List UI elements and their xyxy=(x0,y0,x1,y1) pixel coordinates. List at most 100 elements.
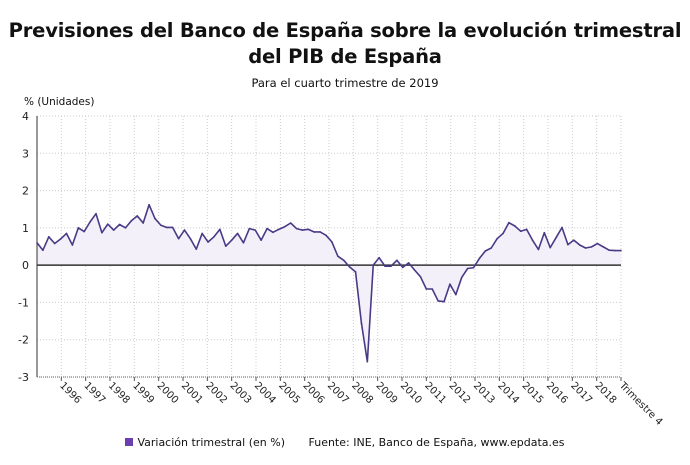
data-point xyxy=(348,266,351,268)
data-point xyxy=(266,227,268,230)
data-point xyxy=(295,227,298,230)
data-point xyxy=(201,232,203,235)
data-point xyxy=(230,239,233,241)
x-tick-label: 2011 xyxy=(422,380,448,406)
x-tick-label: 2003 xyxy=(228,380,254,406)
data-point xyxy=(354,271,357,273)
y-tick-label: 3 xyxy=(22,147,29,160)
data-point xyxy=(47,236,50,238)
data-point xyxy=(83,230,85,233)
x-tick-label: 2017 xyxy=(568,380,594,406)
data-point xyxy=(342,259,345,262)
data-point xyxy=(502,232,504,235)
data-point xyxy=(118,223,121,226)
data-point xyxy=(561,226,563,229)
data-point xyxy=(65,232,68,235)
data-point xyxy=(478,257,481,260)
data-point xyxy=(154,217,156,220)
data-point xyxy=(142,222,144,224)
data-point xyxy=(614,249,616,252)
data-point xyxy=(608,249,611,252)
data-point xyxy=(165,226,168,229)
x-tick-label: 2015 xyxy=(520,380,546,406)
data-point xyxy=(455,293,457,296)
data-point xyxy=(407,262,410,264)
data-point xyxy=(484,250,487,252)
data-point xyxy=(136,215,139,217)
y-tick-label: 2 xyxy=(22,185,29,198)
y-tick-label: -1 xyxy=(18,296,29,309)
data-point xyxy=(59,238,62,240)
data-point xyxy=(431,288,434,290)
data-point xyxy=(301,229,304,231)
y-tick-label: -3 xyxy=(18,371,29,384)
y-tick-label: 0 xyxy=(22,259,29,272)
data-point xyxy=(490,247,493,249)
x-tick-label: 2001 xyxy=(179,380,205,406)
data-point xyxy=(419,275,422,278)
data-point xyxy=(449,283,451,285)
chart-title: Previsiones del Banco de España sobre la… xyxy=(8,19,682,68)
data-point xyxy=(472,266,475,269)
data-point xyxy=(460,276,463,279)
data-point xyxy=(195,248,198,250)
x-tick-label: 2010 xyxy=(398,380,424,406)
data-point xyxy=(567,243,569,246)
data-point xyxy=(160,224,162,227)
data-point xyxy=(207,241,209,243)
data-point xyxy=(183,229,186,231)
data-point xyxy=(519,230,522,233)
data-point xyxy=(366,360,369,363)
x-tick-label: 1998 xyxy=(106,380,132,406)
data-point xyxy=(283,225,286,228)
x-tick-label: 1997 xyxy=(82,380,108,406)
data-point xyxy=(248,227,251,230)
x-tick-label: Trimestre 4 xyxy=(616,380,664,428)
data-point xyxy=(508,221,510,224)
y-tick-label: -2 xyxy=(18,334,29,347)
data-point xyxy=(272,231,274,234)
series-line xyxy=(36,203,621,363)
x-tick-label: 2009 xyxy=(374,380,400,406)
data-point xyxy=(106,223,109,225)
data-point xyxy=(425,288,428,290)
data-point xyxy=(95,212,97,215)
data-point xyxy=(101,231,103,234)
data-point xyxy=(278,228,280,231)
x-tick-label: 2002 xyxy=(203,380,229,406)
data-point xyxy=(148,203,150,206)
data-point xyxy=(496,237,498,240)
data-point xyxy=(236,232,239,235)
y-axis-label: % (Unidades) xyxy=(24,96,95,108)
legend: Variación trimestral (en %) Fuente: INE,… xyxy=(0,436,690,449)
data-point xyxy=(514,225,516,227)
data-point xyxy=(578,244,581,246)
legend-swatch xyxy=(125,438,134,446)
chart-subtitle: Para el cuarto trimestre de 2019 xyxy=(251,76,439,90)
data-point xyxy=(42,249,44,252)
data-point xyxy=(437,300,439,302)
data-point xyxy=(189,237,192,240)
data-point xyxy=(224,245,227,247)
data-point xyxy=(289,222,292,224)
data-point xyxy=(584,247,587,249)
y-tick-label: 1 xyxy=(22,222,29,235)
data-point xyxy=(77,227,80,229)
x-tick-label: 2006 xyxy=(301,380,327,406)
data-point xyxy=(325,234,327,237)
data-point xyxy=(53,242,56,245)
data-point xyxy=(573,239,575,241)
x-tick-label: 2007 xyxy=(325,380,351,406)
x-tick-label: 2004 xyxy=(252,380,278,406)
data-point xyxy=(313,231,316,233)
x-tick-label: 2018 xyxy=(593,380,619,406)
y-tick-label: 4 xyxy=(22,110,29,123)
data-point xyxy=(378,256,380,259)
x-tick-label: 1999 xyxy=(130,380,156,406)
x-tick-label: 2008 xyxy=(349,380,375,406)
data-point xyxy=(171,226,174,229)
data-point xyxy=(124,227,127,229)
data-point xyxy=(177,237,180,240)
data-point xyxy=(596,242,599,245)
